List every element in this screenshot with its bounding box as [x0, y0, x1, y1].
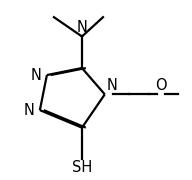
- Text: SH: SH: [72, 160, 92, 175]
- Text: N: N: [24, 103, 35, 118]
- Text: O: O: [155, 78, 167, 93]
- Text: N: N: [107, 78, 117, 93]
- Text: N: N: [31, 68, 42, 83]
- Text: N: N: [77, 20, 87, 35]
